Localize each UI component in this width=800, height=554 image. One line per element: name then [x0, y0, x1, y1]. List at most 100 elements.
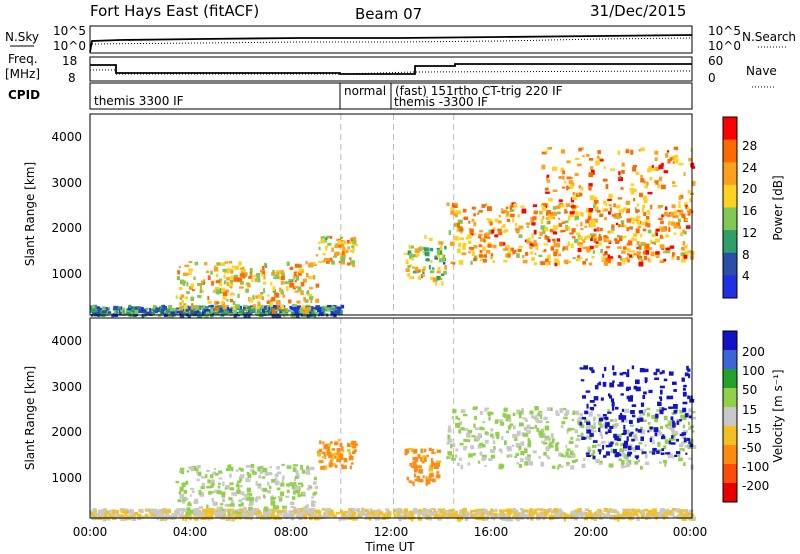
- scatter-cell: [502, 209, 508, 214]
- scatter-cell: [436, 275, 441, 281]
- scatter-cell: [200, 306, 204, 310]
- scatter-cell: [658, 429, 661, 434]
- scatter-cell: [275, 480, 280, 486]
- scatter-cell: [285, 483, 289, 487]
- scatter-cell: [646, 216, 650, 220]
- scatter-cell: [245, 496, 251, 501]
- scatter-cell: [638, 442, 643, 445]
- scatter-cell: [247, 493, 252, 496]
- scatter-cell: [98, 307, 102, 311]
- scatter-cell: [97, 308, 101, 314]
- scatter-cell: [288, 279, 293, 282]
- scatter-cell: [301, 268, 305, 272]
- scatter-cell: [641, 259, 644, 264]
- scatter-cell: [164, 512, 168, 517]
- scatter-cell: [681, 246, 685, 251]
- scatter-cell: [276, 505, 280, 510]
- scatter-cell: [186, 291, 190, 294]
- scatter-cell: [570, 465, 575, 470]
- scatter-cell: [647, 509, 653, 514]
- scatter-cell: [516, 430, 521, 436]
- scatter-cell: [322, 252, 326, 256]
- scatter-cell: [631, 508, 636, 512]
- scatter-cell: [581, 147, 584, 150]
- scatter-cell: [145, 514, 149, 518]
- scatter-cell: [657, 401, 662, 407]
- scatter-cell: [328, 462, 333, 468]
- scatter-cell: [181, 482, 186, 488]
- scatter-cell: [672, 420, 675, 424]
- scatter-cell: [512, 204, 517, 207]
- colorbar-swatch: [723, 184, 737, 208]
- scatter-cell: [613, 449, 617, 454]
- scatter-cell: [675, 451, 681, 454]
- scatter-cell: [222, 295, 227, 300]
- scatter-cell: [642, 228, 647, 232]
- scatter-cell: [514, 436, 518, 442]
- scatter-cell: [214, 305, 219, 308]
- scatter-cell: [588, 183, 593, 187]
- scatter-cell: [238, 467, 241, 471]
- scatter-cell: [318, 246, 321, 251]
- freq-label-line2: [MHz]: [5, 67, 40, 81]
- nsearch-line: [91, 37, 693, 45]
- scatter-cell: [230, 466, 234, 472]
- scatter-cell: [300, 465, 303, 470]
- scatter-cell: [448, 455, 452, 458]
- scatter-cell: [600, 158, 604, 161]
- scatter-cell: [644, 250, 650, 255]
- scatter-cell: [675, 509, 681, 513]
- scatter-cell: [632, 218, 636, 222]
- scatter-cell: [94, 308, 98, 312]
- scatter-cell: [229, 473, 232, 478]
- scatter-cell: [189, 466, 194, 471]
- scatter-cell: [462, 208, 467, 213]
- scatter-cell: [617, 197, 623, 200]
- scatter-cell: [433, 466, 439, 470]
- scatter-cell: [572, 196, 577, 200]
- scatter-cell: [305, 260, 308, 265]
- scatter-cell: [166, 509, 171, 514]
- scatter-cell: [289, 266, 294, 271]
- scatter-cell: [655, 180, 659, 185]
- scatter-cell: [212, 479, 215, 484]
- scatter-cell: [552, 166, 557, 171]
- scatter-cell: [600, 417, 604, 422]
- scatter-cell: [500, 421, 505, 426]
- scatter-cell: [584, 418, 588, 423]
- scatter-cell: [688, 157, 692, 162]
- scatter-cell: [525, 514, 530, 517]
- scatter-cell: [262, 312, 267, 316]
- scatter-cell: [605, 444, 611, 448]
- scatter-cell: [518, 446, 522, 451]
- scatter-cell: [297, 482, 303, 485]
- scatter-cell: [236, 483, 240, 488]
- scatter-cell: [627, 253, 630, 256]
- scatter-cell: [178, 266, 181, 269]
- scatter-cell: [256, 496, 261, 500]
- scatter-cell: [262, 467, 268, 473]
- scatter-cell: [587, 235, 591, 239]
- scatter-cell: [261, 274, 265, 277]
- scatter-cell: [582, 395, 586, 399]
- scatter-cell: [597, 155, 600, 159]
- scatter-cell: [640, 147, 645, 152]
- scatter-cell: [588, 185, 592, 191]
- scatter-cell: [190, 296, 195, 302]
- scatter-cell: [621, 162, 625, 167]
- scatter-cell: [655, 413, 659, 419]
- scatter-cell: [186, 273, 190, 276]
- scatter-cell: [659, 396, 662, 400]
- scatter-cell: [442, 254, 446, 260]
- scatter-cell: [607, 254, 610, 259]
- scatter-cell: [625, 462, 630, 468]
- noise-left-tick-top: 10^5: [53, 24, 86, 38]
- scatter-cell: [477, 444, 482, 449]
- scatter-cell: [592, 416, 597, 420]
- scatter-cell: [446, 442, 450, 445]
- scatter-cell: [151, 308, 154, 312]
- scatter-cell: [580, 424, 585, 429]
- scatter-cell: [549, 229, 554, 233]
- scatter-cell: [547, 508, 552, 511]
- scatter-cell: [179, 296, 183, 300]
